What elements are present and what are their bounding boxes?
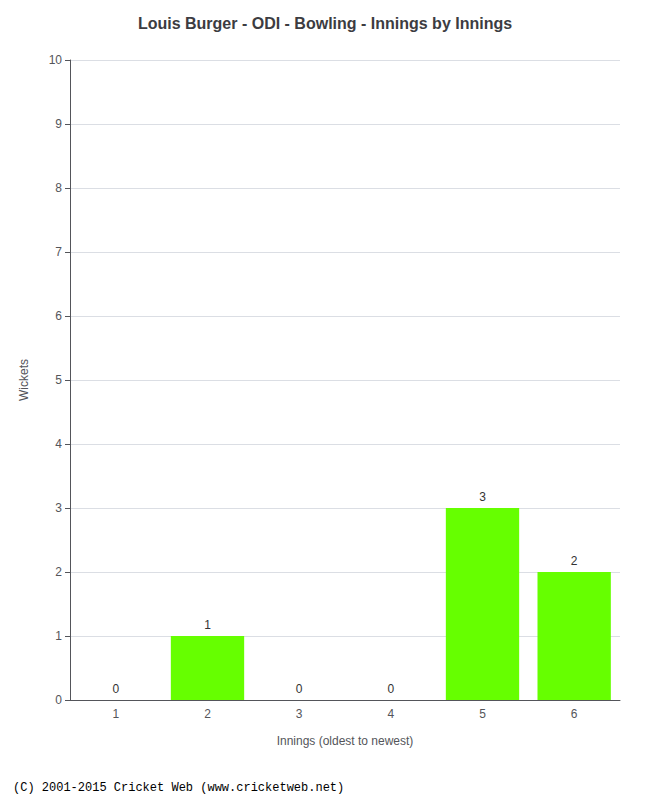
svg-text:1: 1 bbox=[112, 707, 119, 721]
svg-text:10: 10 bbox=[49, 53, 63, 67]
svg-text:0: 0 bbox=[296, 682, 303, 696]
svg-text:3: 3 bbox=[479, 490, 486, 504]
svg-text:1: 1 bbox=[55, 629, 62, 643]
svg-text:2: 2 bbox=[571, 554, 578, 568]
svg-text:Wickets: Wickets bbox=[17, 359, 31, 401]
svg-text:5: 5 bbox=[479, 707, 486, 721]
svg-text:4: 4 bbox=[55, 437, 62, 451]
svg-text:8: 8 bbox=[55, 181, 62, 195]
svg-text:2: 2 bbox=[55, 565, 62, 579]
svg-text:0: 0 bbox=[112, 682, 119, 696]
svg-text:9: 9 bbox=[55, 117, 62, 131]
svg-text:Louis Burger - ODI - Bowling -: Louis Burger - ODI - Bowling - Innings b… bbox=[138, 15, 512, 32]
svg-text:6: 6 bbox=[55, 309, 62, 323]
svg-text:6: 6 bbox=[571, 707, 578, 721]
svg-text:1: 1 bbox=[204, 618, 211, 632]
svg-text:0: 0 bbox=[55, 693, 62, 707]
svg-text:2: 2 bbox=[204, 707, 211, 721]
svg-text:3: 3 bbox=[296, 707, 303, 721]
svg-text:0: 0 bbox=[387, 682, 394, 696]
svg-text:(C) 2001-2015 Cricket Web (www: (C) 2001-2015 Cricket Web (www.cricketwe… bbox=[13, 781, 344, 795]
svg-text:3: 3 bbox=[55, 501, 62, 515]
svg-text:4: 4 bbox=[387, 707, 394, 721]
svg-text:5: 5 bbox=[55, 373, 62, 387]
svg-text:Innings (oldest to newest): Innings (oldest to newest) bbox=[277, 734, 414, 748]
svg-text:7: 7 bbox=[55, 245, 62, 259]
